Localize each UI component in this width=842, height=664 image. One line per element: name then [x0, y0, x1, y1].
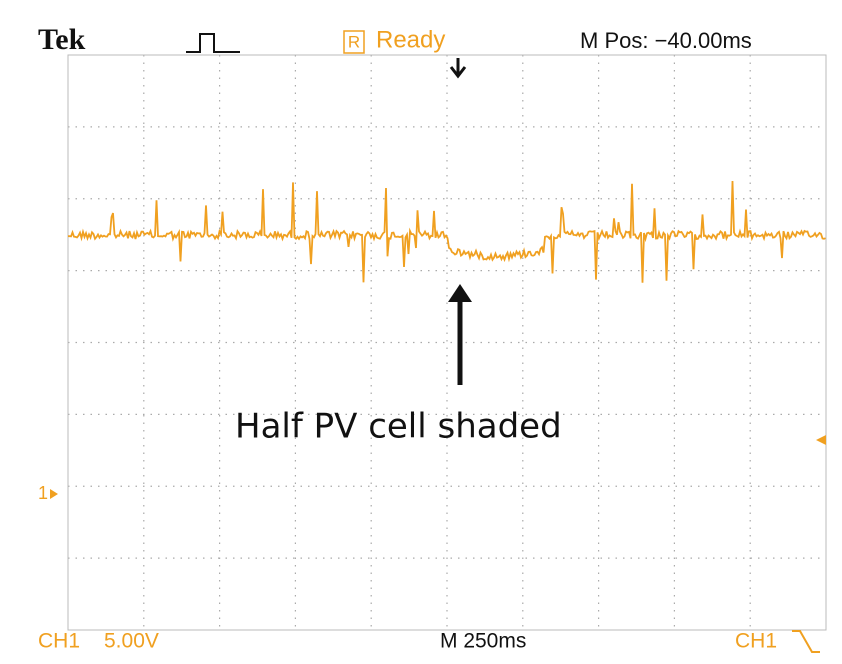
channel: CH1	[38, 630, 80, 653]
background	[0, 0, 842, 664]
scope-screen: Tek R Ready M Pos: −40.00ms Half PV cell…	[0, 0, 842, 664]
status: Ready	[376, 26, 445, 53]
channel-marker: 1	[38, 483, 48, 503]
annotation: Half PV cell shaded	[235, 407, 562, 447]
volts-per-div: 5.00V	[104, 630, 159, 653]
timebase: M 250ms	[440, 630, 526, 653]
trigger-source: CH1	[735, 630, 777, 653]
brand: Tek	[38, 23, 86, 56]
position: M Pos: −40.00ms	[580, 28, 752, 53]
status-icon: R	[348, 32, 360, 51]
